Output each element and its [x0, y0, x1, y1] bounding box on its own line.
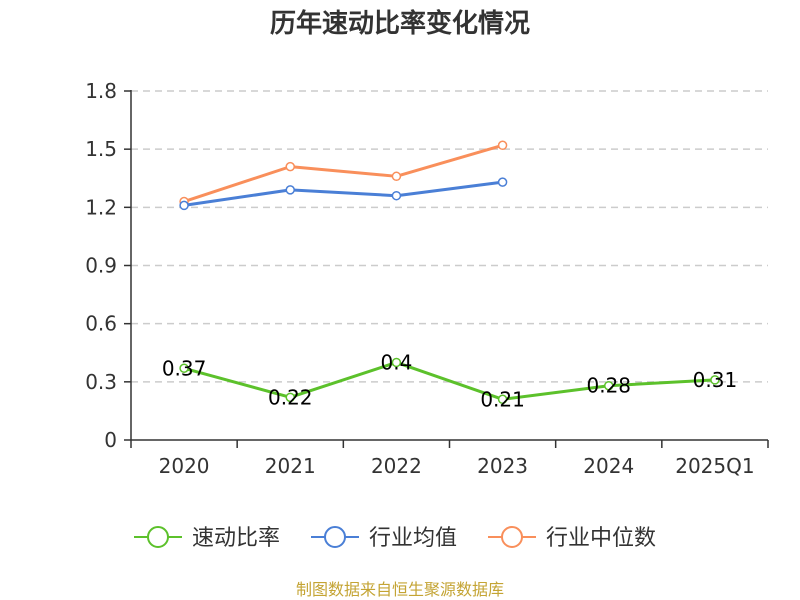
series-layer: [179, 140, 720, 405]
x-tick-label-1: 2021: [265, 454, 316, 478]
y-tick-label-0: 0: [104, 428, 117, 452]
data-label-0-2: 0.4: [381, 350, 413, 374]
data-label-0-3: 0.21: [480, 387, 525, 411]
point-0-3: [497, 394, 508, 405]
data-label-0-4: 0.28: [586, 374, 631, 398]
data-label-0-5: 0.31: [693, 368, 738, 392]
point-0-2: [391, 357, 402, 368]
point-0-1: [285, 392, 295, 403]
point-2-3: [497, 140, 508, 151]
series-line-2: [182, 143, 505, 204]
axes: 0 0.3 0.6 0.9 1.2 1.5 1.8 2020 2021 2022 2023 2024 2…: [85, 79, 769, 478]
y-tick-label-6: 1.8: [85, 79, 117, 103]
point-0-5: [710, 375, 720, 385]
point-0-4: [604, 380, 614, 391]
legend-label-2: 行业中位数: [546, 526, 656, 551]
point-0-0: [179, 363, 189, 374]
legend-item-0[interactable]: 速动比率: [134, 526, 280, 551]
point-1-3: [497, 177, 508, 187]
x-tick-label-4: 2024: [583, 454, 634, 478]
x-tick-label-0: 2020: [159, 454, 210, 478]
legend-marker-0: [147, 526, 169, 548]
legend-item-2[interactable]: 行业中位数: [488, 526, 656, 551]
point-2-2: [391, 171, 402, 182]
legend-label-0: 速动比率: [192, 526, 280, 551]
point-2-1: [285, 161, 295, 172]
y-tick-label-3: 0.9: [85, 254, 117, 278]
legend-marker-2: [501, 526, 523, 548]
grid-lines: [131, 90, 768, 383]
series-line-0: [182, 360, 717, 401]
point-1-2: [391, 190, 402, 201]
point-1-1: [285, 185, 295, 195]
y-tick-label-4: 1.2: [85, 195, 117, 219]
x-tick-label-2: 2022: [371, 454, 422, 478]
series-line-1: [182, 180, 505, 207]
series-1: [179, 177, 508, 211]
data-label-0-1: 0.22: [268, 385, 313, 409]
y-tick-label-1: 0.3: [85, 370, 117, 394]
data-label-0-0: 0.37: [162, 356, 207, 380]
legend-label-1: 行业均值: [369, 526, 457, 551]
legend[interactable]: 速动比率 行业均值 行业中位数: [134, 526, 656, 551]
series-0: [179, 357, 720, 405]
series-2: [179, 140, 508, 207]
y-tick-label-2: 0.6: [85, 312, 117, 336]
legend-item-1[interactable]: 行业均值: [311, 526, 457, 551]
point-1-0: [179, 200, 189, 211]
data-labels: 0.37 0.22 0.4 0.21 0.28 0.31: [162, 350, 737, 411]
x-tick-label-5: 2025Q1: [675, 454, 754, 478]
x-tick-label-3: 2023: [477, 454, 528, 478]
chart-title: 历年速动比率变化情况: [270, 8, 530, 39]
legend-marker-1: [324, 526, 346, 548]
source-note: 制图数据来自恒生聚源数据库: [296, 580, 504, 599]
y-tick-label-5: 1.5: [85, 137, 117, 161]
